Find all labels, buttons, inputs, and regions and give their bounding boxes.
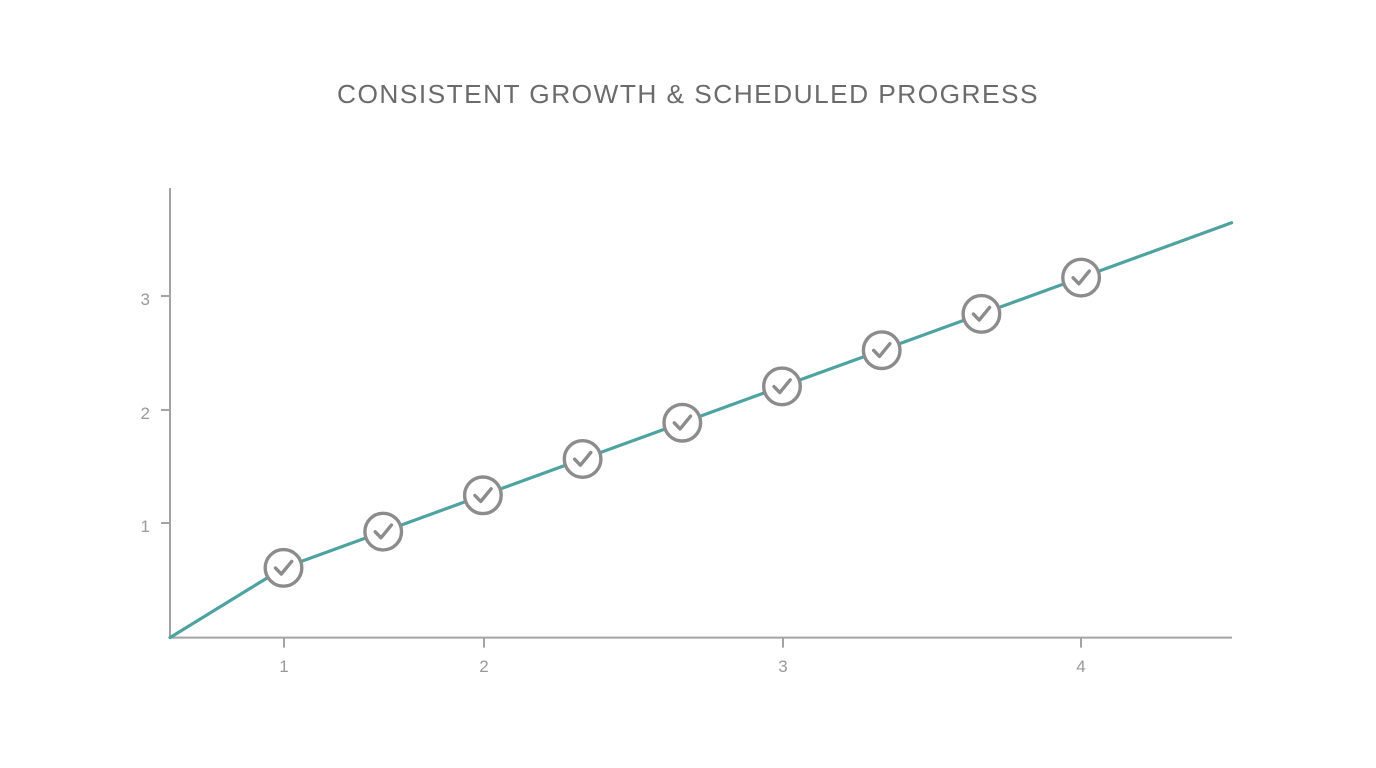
svg-text:4: 4 <box>1076 657 1085 676</box>
svg-text:1: 1 <box>279 657 288 676</box>
svg-text:1: 1 <box>141 517 150 536</box>
svg-text:2: 2 <box>479 657 488 676</box>
svg-text:3: 3 <box>141 290 150 309</box>
svg-text:2: 2 <box>141 404 150 423</box>
svg-text:3: 3 <box>778 657 787 676</box>
